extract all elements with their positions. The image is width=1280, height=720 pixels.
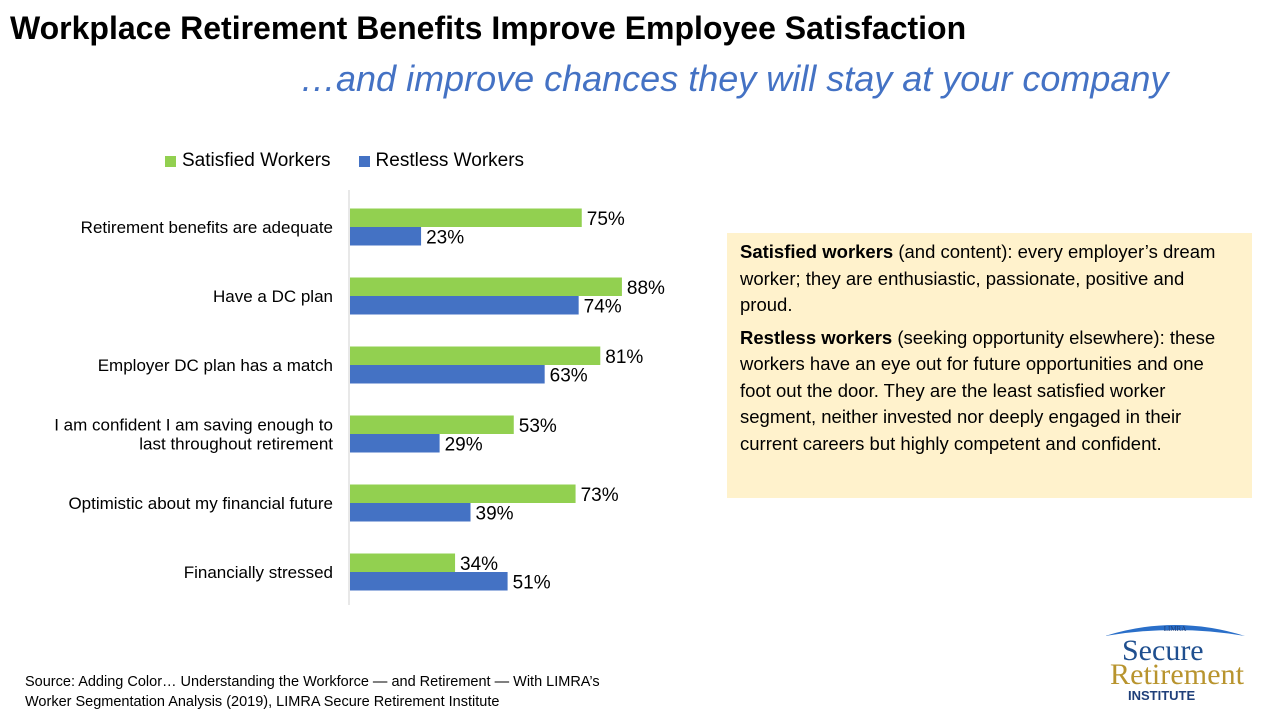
category-label: Have a DC plan: [213, 287, 333, 306]
bar-satisfied: [350, 346, 601, 365]
logo-limra-text: LIMRA: [1164, 625, 1187, 633]
bar-satisfied: [350, 484, 576, 503]
definition-restless: Restless workers (seeking opportunity el…: [740, 325, 1239, 458]
bar-chart: Retirement benefits are adequate 75% 23% Ha…: [54, 190, 665, 605]
category-label: Optimistic about my financial future: [68, 494, 333, 513]
logo-secure-text: Secure: [1122, 634, 1204, 667]
data-label: 39%: [476, 503, 514, 524]
data-label: 81%: [605, 347, 643, 368]
data-label: 29%: [445, 434, 483, 455]
definition-term: Restless workers: [740, 326, 893, 348]
bar-restless: [350, 572, 508, 591]
chart-legend: Satisfied Workers Restless Workers: [165, 150, 524, 172]
definition-satisfied: Satisfied workers (and content): every e…: [740, 239, 1239, 319]
legend-item-restless: Restless Workers: [358, 150, 525, 172]
legend-item-satisfied: Satisfied Workers: [165, 150, 331, 172]
bar-satisfied: [350, 208, 582, 227]
category-label: Financially stressed: [184, 563, 333, 582]
source-note: Source: Adding Color… Understanding the …: [25, 672, 600, 712]
slide-title: Workplace Retirement Benefits Improve Em…: [10, 10, 967, 46]
data-label: 73%: [581, 485, 619, 506]
data-label: 53%: [519, 416, 557, 437]
definitions-box: Satisfied workers (and content): every e…: [727, 233, 1252, 498]
data-label: 34%: [460, 554, 498, 575]
limra-logo: LIMRA Secure Retirement INSTITUTE: [1105, 625, 1245, 703]
definition-text: (seeking opportunity elsewhere): these w…: [740, 326, 1216, 454]
logo-retirement-text: Retirement: [1110, 658, 1245, 691]
source-line: Source: Adding Color… Understanding the …: [25, 674, 600, 690]
category-label: Retirement benefits are adequate: [81, 218, 333, 237]
logo-institute-text: INSTITUTE: [1128, 688, 1195, 703]
slide-subtitle: …and improve chances they will stay at y…: [300, 58, 1169, 99]
data-label: 63%: [550, 365, 588, 386]
data-label: 88%: [627, 278, 665, 299]
data-label: 51%: [513, 572, 551, 593]
legend-label: Satisfied Workers: [182, 150, 331, 171]
definition-text: (and content): every employer’s dream wo…: [740, 241, 1216, 315]
data-label: 23%: [426, 227, 464, 248]
legend-label: Restless Workers: [375, 150, 525, 171]
definition-term: Satisfied workers: [740, 241, 894, 262]
bar-satisfied: [350, 415, 514, 434]
source-line: Worker Segmentation Analysis (2019), LIM…: [25, 694, 500, 710]
legend-swatch-satisfied: [165, 155, 176, 167]
bar-restless: [350, 434, 440, 453]
data-label: 75%: [587, 209, 625, 230]
bar-restless: [350, 296, 579, 315]
bar-restless: [350, 227, 422, 246]
data-label: 74%: [584, 296, 622, 317]
bar-restless: [350, 365, 545, 384]
bar-satisfied: [350, 553, 456, 572]
legend-swatch-restless: [358, 155, 370, 167]
category-label: Employer DC plan has a match: [98, 356, 333, 375]
category-label: I am confident I am saving enough to last…: [54, 416, 333, 454]
bar-satisfied: [350, 277, 622, 296]
bar-restless: [350, 503, 471, 522]
